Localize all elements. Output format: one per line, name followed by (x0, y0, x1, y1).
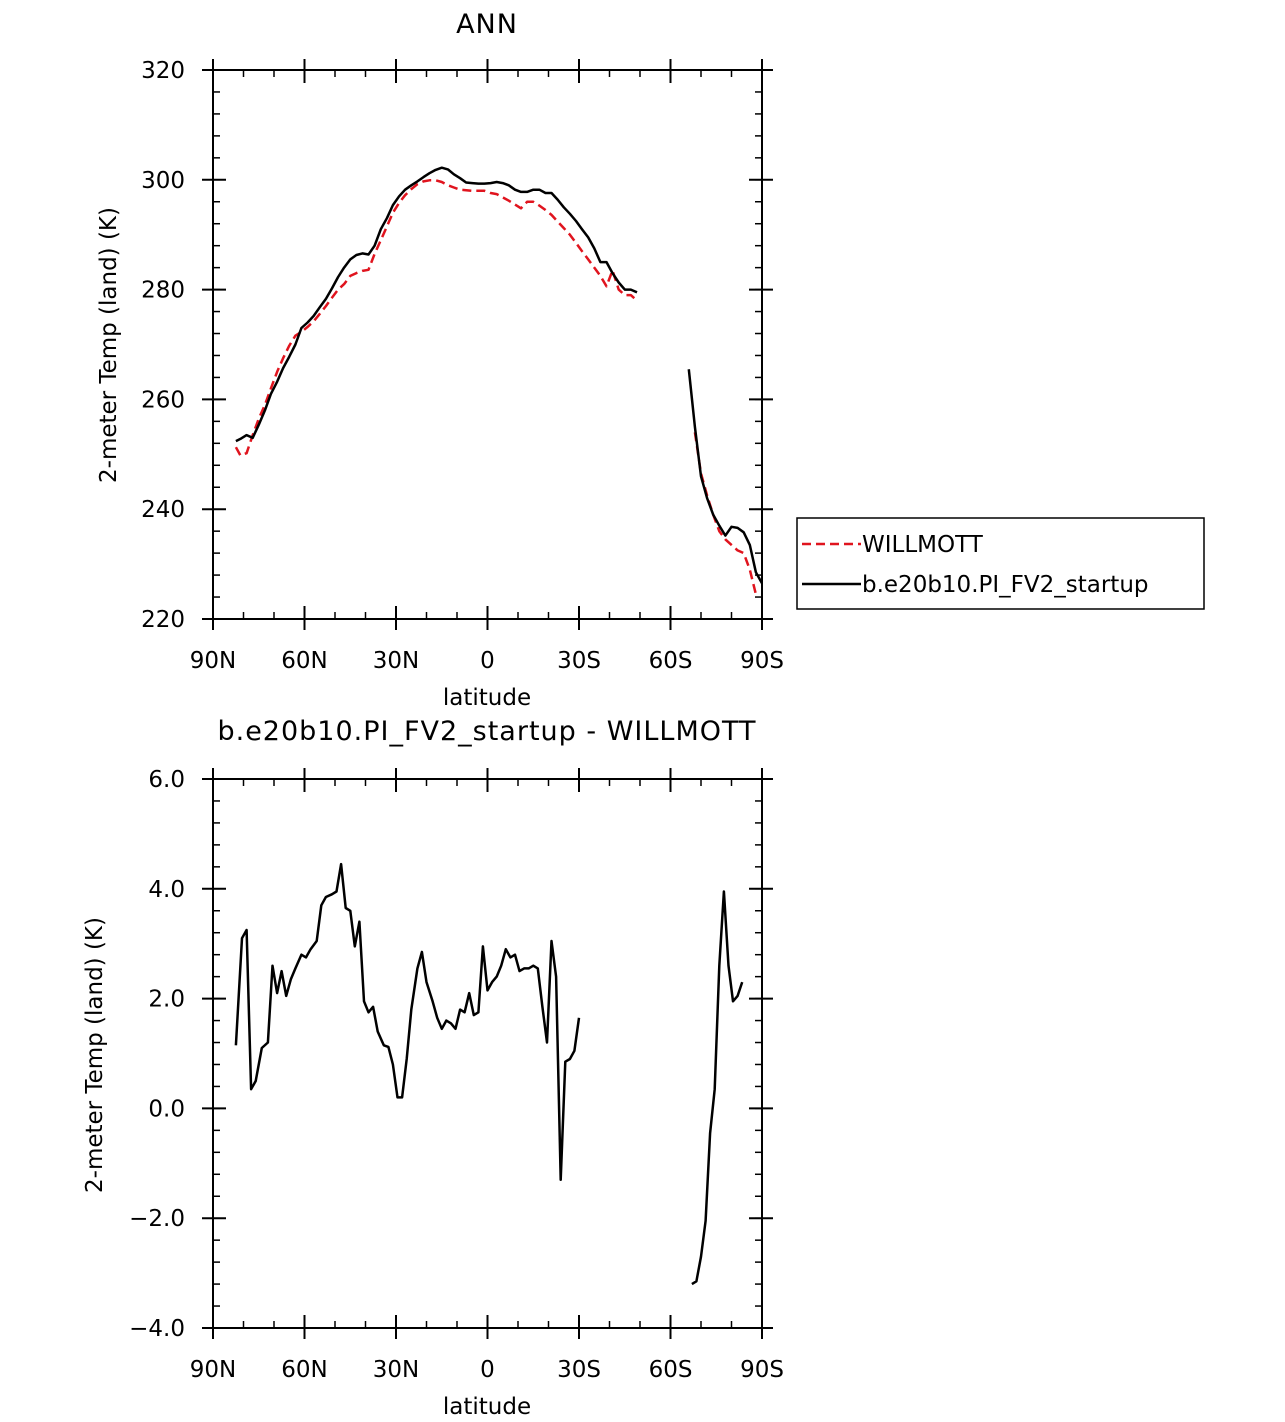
top-chart-xlabel: latitude (443, 685, 531, 711)
bottom-chart-x-tick-label: 60S (649, 1357, 693, 1383)
top-chart-ticks (202, 59, 773, 630)
bottom-chart-x-tick-label: 90S (740, 1357, 784, 1383)
bottom-chart-series (234, 862, 744, 1286)
bottom-chart-y-tick-label: 0.0 (148, 1096, 185, 1122)
top-chart-x-tick-label: 60N (281, 648, 327, 674)
top-chart-x-tick-label: 90N (190, 648, 236, 674)
legend-box (796, 517, 1205, 610)
top-chart-panel: ANN 90N 60N 30N 0 30S 60S 90S 220 240 260 280 300 32… (96, 9, 1205, 711)
bottom-chart-series-line-0 (234, 862, 581, 1182)
top-chart-y-tick-label: 220 (141, 607, 185, 633)
top-chart-tick-labels: 90N 60N 30N 0 30S 60S 90S 220 240 260 280 300 320 (141, 58, 784, 674)
legend-label-willmott: WILLMOTT (862, 532, 984, 558)
bottom-chart-x-tick-label: 0 (480, 1357, 495, 1383)
top-chart-series-line-1 (235, 166, 638, 443)
top-chart-series-line-0 (693, 432, 758, 595)
bottom-chart-title: b.e20b10.PI_FV2_startup - WILLMOTT (217, 716, 756, 747)
top-chart-x-tick-label: 30S (557, 648, 601, 674)
top-chart-x-tick-label: 30N (373, 648, 419, 674)
top-chart-series-line-0 (234, 179, 638, 457)
bottom-chart-y-tick-label: 6.0 (148, 767, 185, 793)
top-chart-x-tick-label: 90S (740, 648, 784, 674)
bottom-chart-xlabel: latitude (443, 1394, 531, 1420)
top-chart-series-line-1 (687, 369, 764, 584)
top-chart-y-tick-label: 320 (141, 58, 185, 84)
bottom-chart-y-tick-label: 2.0 (148, 987, 185, 1013)
top-chart-x-tick-label: 0 (480, 648, 495, 674)
bottom-chart-x-tick-label: 90N (190, 1357, 236, 1383)
bottom-chart-x-tick-label: 30N (373, 1357, 419, 1383)
legend-label-model: b.e20b10.PI_FV2_startup (862, 572, 1149, 598)
bottom-chart-y-tick-label: −2.0 (129, 1206, 185, 1232)
top-chart-y-tick-label: 280 (141, 278, 185, 304)
bottom-chart-panel: b.e20b10.PI_FV2_startup - WILLMOTT 90N 60… (82, 716, 784, 1420)
legend: WILLMOTT b.e20b10.PI_FV2_startup (796, 517, 1205, 610)
top-chart-ylabel: 2-meter Temp (land) (K) (96, 207, 122, 483)
bottom-chart-frame (212, 778, 763, 1329)
bottom-chart-series-line-0 (691, 890, 744, 1286)
top-chart-y-tick-label: 240 (141, 497, 185, 523)
top-chart-series (234, 166, 764, 595)
top-chart-title: ANN (456, 9, 518, 40)
bottom-chart-y-tick-label: −4.0 (129, 1316, 185, 1342)
top-chart-y-tick-label: 260 (141, 387, 185, 413)
bottom-chart-x-tick-label: 30S (557, 1357, 601, 1383)
bottom-chart-tick-labels: 90N 60N 30N 0 30S 60S 90S −4.0 −2.0 0.0 2.0 4.0 6.0 (129, 767, 784, 1383)
bottom-chart-y-tick-label: 4.0 (148, 877, 185, 903)
bottom-chart-x-tick-label: 60N (281, 1357, 327, 1383)
top-chart-x-tick-label: 60S (649, 648, 693, 674)
top-chart-frame (212, 69, 763, 620)
bottom-chart-ylabel: 2-meter Temp (land) (K) (82, 917, 108, 1193)
bottom-chart-ticks (202, 768, 773, 1339)
top-chart-y-tick-label: 300 (141, 168, 185, 194)
